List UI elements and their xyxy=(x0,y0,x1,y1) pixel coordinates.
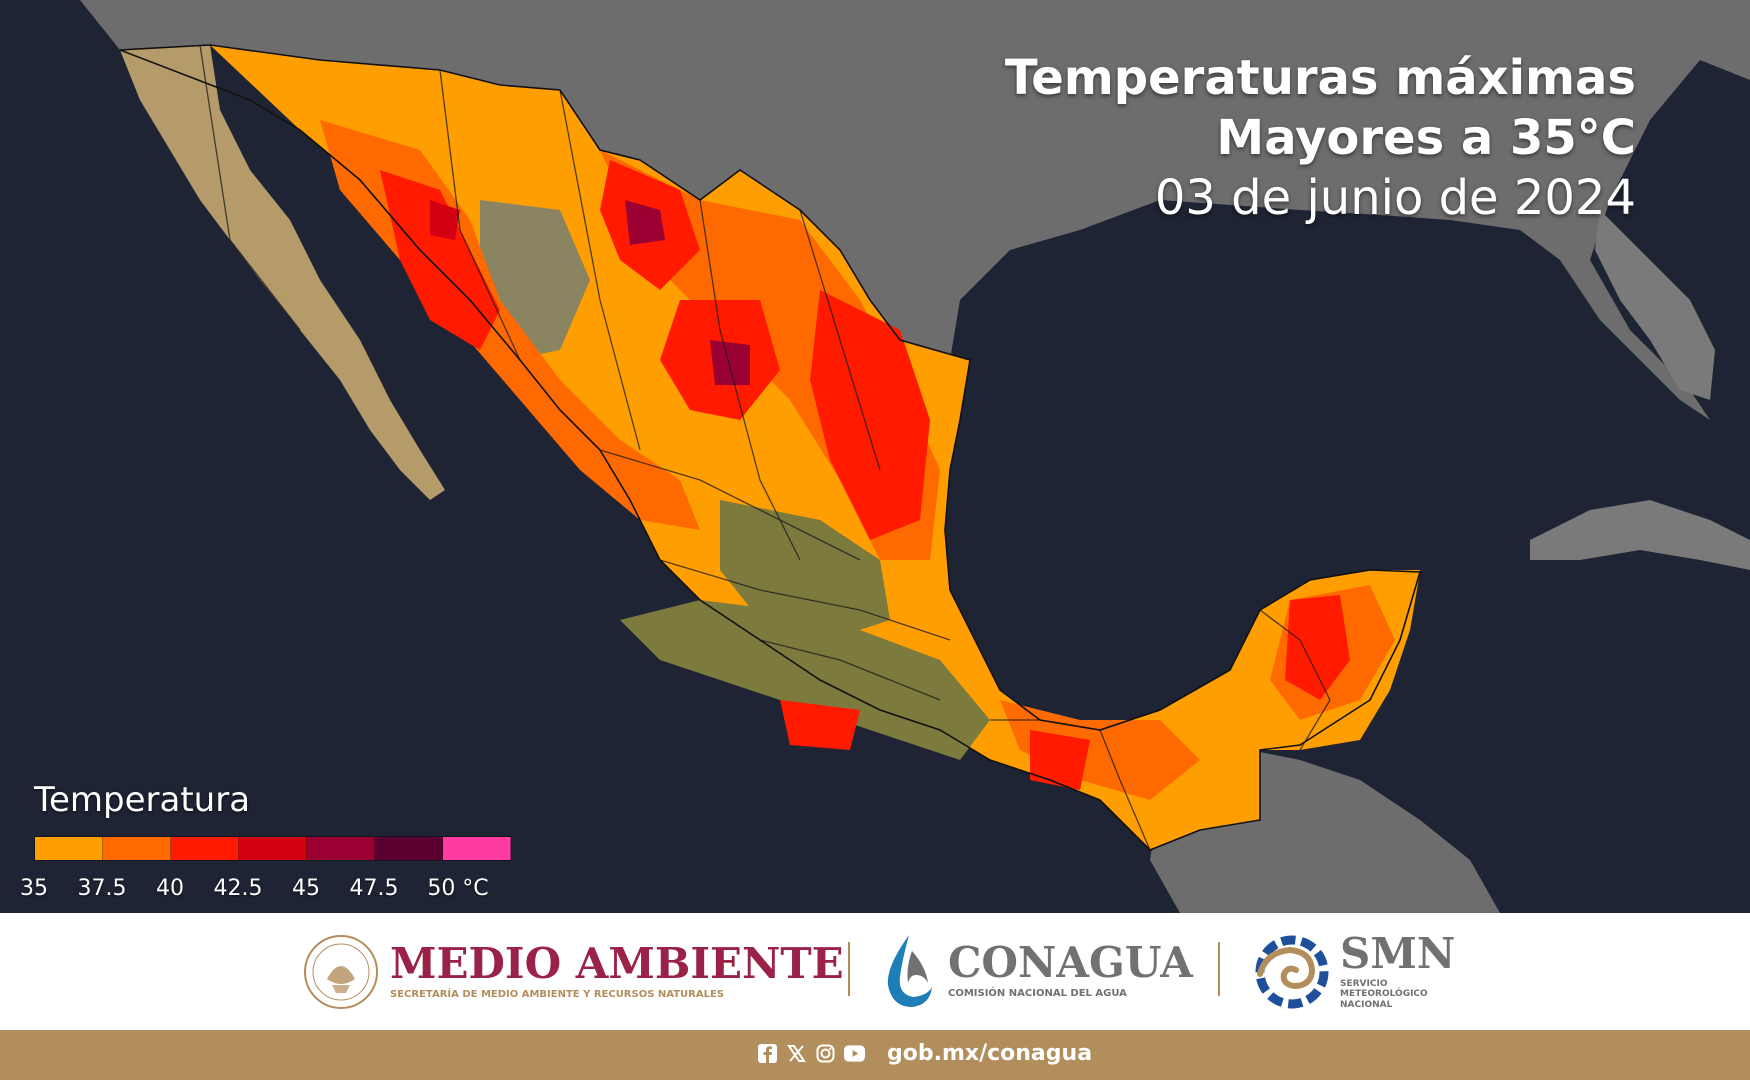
instagram-icon[interactable] xyxy=(815,1043,836,1064)
legend-swatch xyxy=(171,837,239,860)
baja-california xyxy=(120,45,445,500)
map-date: 03 de junio de 2024 xyxy=(1154,170,1636,226)
legend-tick-label: 35 xyxy=(20,876,48,901)
logo-divider xyxy=(848,942,850,996)
legend-tick-label: 40 xyxy=(156,876,184,901)
legend-swatch xyxy=(103,837,171,860)
map-title: Temperaturas máximas xyxy=(1004,50,1636,106)
legend-swatch xyxy=(239,837,307,860)
temp-zone-425-chihuahua xyxy=(625,200,665,245)
conagua-name: CONAGUA xyxy=(948,938,1193,988)
legend-tick-label: 37.5 xyxy=(77,876,127,901)
vegetation-zone-south xyxy=(620,600,990,760)
north-america-land xyxy=(80,0,1750,420)
temp-zone-40-guerrero xyxy=(780,700,860,750)
conagua-logo[interactable]: CONAGUA COMISIÓN NACIONAL DEL AGUA xyxy=(878,931,1193,1011)
legend-tick-label: 42.5 xyxy=(213,876,263,901)
footer-logos: MEDIO AMBIENTE SECRETARÍA DE MEDIO AMBIE… xyxy=(0,913,1750,1030)
temp-zone-40-sonora xyxy=(380,170,500,350)
conagua-drop-icon xyxy=(887,935,932,1007)
smn-swirl-icon xyxy=(1255,935,1329,1009)
smn-name: SMN xyxy=(1340,929,1456,978)
smn-subtitle: SERVICIO METEOROLÓGICO NACIONAL xyxy=(1340,979,1428,1010)
mexico-outline xyxy=(119,44,1422,851)
legend-tick-label: 47.5 xyxy=(349,876,399,901)
cuba xyxy=(1530,500,1750,570)
legend-title: Temperatura xyxy=(34,780,251,820)
legend-swatch xyxy=(35,837,103,860)
legend-tick-label: 50 °C xyxy=(427,876,489,901)
temp-zone-375-south xyxy=(1000,700,1200,800)
legend-swatch xyxy=(443,837,511,860)
footer-bar xyxy=(0,1030,1750,1080)
coat-of-arms-icon xyxy=(304,935,378,1009)
temp-zone-425-coahuila xyxy=(710,340,750,385)
medio-ambiente-logo[interactable]: MEDIO AMBIENTE SECRETARÍA DE MEDIO AMBIE… xyxy=(302,933,844,1011)
temp-zone-40-tamaulipas xyxy=(810,290,930,540)
x-icon[interactable] xyxy=(786,1043,807,1064)
legend-swatch xyxy=(375,837,443,860)
temperature-map xyxy=(0,0,1750,913)
medio-ambiente-name: MEDIO AMBIENTE xyxy=(390,939,844,989)
temp-zone-40-yucatan xyxy=(1285,595,1350,700)
florida xyxy=(1595,210,1715,400)
smn-logo[interactable]: SMN SERVICIO METEOROLÓGICO NACIONAL xyxy=(1252,933,1455,1010)
legend-color-scale xyxy=(34,836,512,861)
vegetation-zone-plateau xyxy=(720,500,890,640)
temp-zone-40-oaxaca xyxy=(1030,730,1090,790)
youtube-icon[interactable] xyxy=(844,1043,865,1064)
map-subtitle: Mayores a 35°C xyxy=(1216,110,1636,166)
legend-tick-label: 45 xyxy=(292,876,320,901)
facebook-icon[interactable] xyxy=(757,1043,778,1064)
medio-ambiente-subtitle: SECRETARÍA DE MEDIO AMBIENTE Y RECURSOS … xyxy=(390,989,725,1001)
conagua-subtitle: COMISIÓN NACIONAL DEL AGUA xyxy=(948,988,1127,1000)
temp-zone-425-sonora xyxy=(430,200,460,240)
legend-swatch xyxy=(307,837,375,860)
logo-divider xyxy=(1218,942,1220,996)
website-link[interactable]: gob.mx/conagua xyxy=(887,1041,1093,1066)
social-links: gob.mx/conagua xyxy=(757,1041,1092,1066)
